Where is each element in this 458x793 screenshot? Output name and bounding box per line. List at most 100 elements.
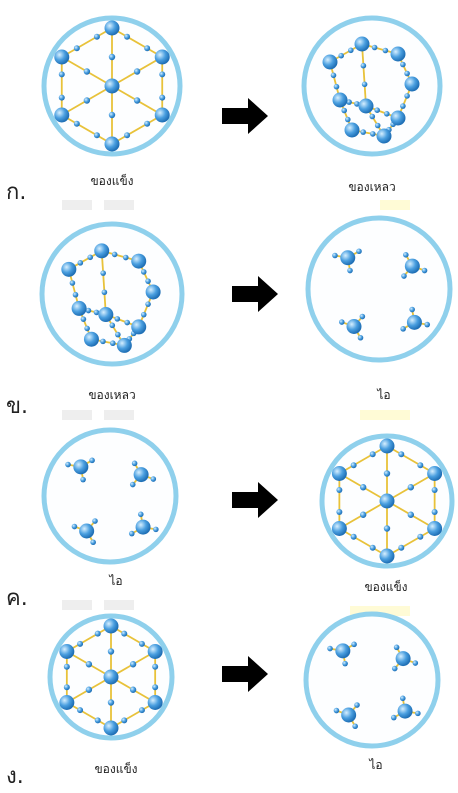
bond [110,625,156,653]
right-arrow-icon [222,98,268,134]
molecule [98,307,114,323]
molecule [409,306,415,313]
molecule [94,243,110,259]
molecule [376,128,392,144]
molecule [332,92,348,108]
molecule [107,648,115,655]
molecule [379,548,395,564]
molecule [131,253,147,269]
molecule [104,136,120,152]
molecule [354,36,370,52]
molecule [431,509,438,515]
left-diagram [41,427,179,565]
molecule [331,521,347,536]
molecule [108,53,116,61]
molecule [73,120,80,127]
panel-d: ง. ของแข็ง ไอ [0,600,458,789]
molecule [400,326,406,332]
molecule [406,314,422,330]
molecule [129,661,137,668]
molecule [93,309,100,316]
molecule [93,33,100,40]
molecule [144,45,151,52]
molecule [135,519,151,535]
panel-b: ข. ของเหลว ไอ [0,200,458,419]
molecule [87,254,94,261]
molecule [371,44,378,51]
right-arrow-icon [232,276,278,312]
molecule [397,703,413,719]
molecule [108,111,116,119]
molecule [69,280,76,286]
left-diagram [47,613,175,741]
bond [338,445,388,475]
molecule [359,313,366,320]
right-caption: ไอ [369,758,383,772]
molecule [80,476,86,483]
molecule [341,107,347,114]
molecule [121,717,128,724]
bond [110,701,156,729]
right-diagram [303,611,441,749]
molecule [71,523,78,530]
molecule [58,94,65,101]
molecule [90,539,96,546]
molecule [58,71,65,78]
molecule [417,462,424,469]
molecule [350,462,357,469]
molecule [152,663,159,670]
molecule [133,467,149,483]
container-circle [39,221,185,367]
molecule [379,493,395,509]
molecule [94,630,101,637]
molecule [361,81,368,88]
molecule [332,252,338,259]
molecule [352,723,358,730]
molecule [100,270,106,276]
molecule [327,645,333,652]
molecule [103,720,119,736]
bond [61,114,113,145]
molecule [133,68,141,75]
molecule [383,525,391,532]
molecule [383,470,391,477]
molecule [330,72,337,79]
molecule [59,644,75,659]
molecule [124,33,131,40]
molecule [77,260,84,266]
molecule [424,321,431,328]
molecule [71,300,87,316]
molecule [85,307,92,314]
molecule [412,660,419,666]
molecule [138,707,145,714]
molecule [147,695,163,710]
molecule [382,47,389,54]
molecule [121,630,128,637]
molecule [415,710,421,717]
molecule [63,663,70,670]
molecule [93,132,100,139]
molecule [431,487,438,493]
molecule [83,68,91,75]
molecule [133,97,141,104]
molecule [77,640,84,647]
container-circle [303,611,441,749]
molecule [369,544,376,551]
molecule [103,618,119,634]
molecule [129,686,137,693]
left-diagram [41,15,183,157]
left-caption: ของแข็ง [90,174,134,188]
left-caption: ของแข็ง [94,762,138,776]
molecule [137,511,144,518]
molecule [145,278,151,284]
molecule [104,20,120,36]
option-letter: ข. [6,394,29,419]
molecule [369,451,376,458]
molecule [73,459,89,475]
molecule [407,484,415,491]
molecule [101,289,108,296]
bond [100,250,107,315]
molecule [83,97,91,104]
molecule [94,717,101,724]
molecule [145,301,151,307]
